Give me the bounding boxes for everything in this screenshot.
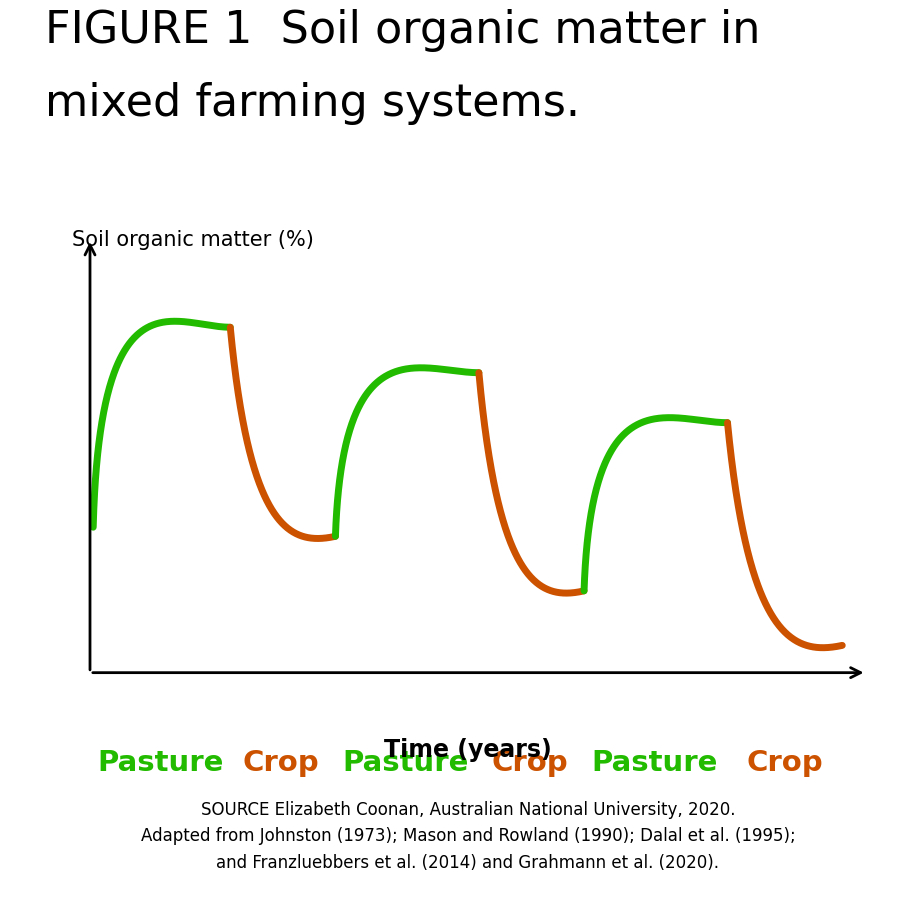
Text: Crop: Crop (747, 749, 824, 776)
Text: Crop: Crop (243, 749, 320, 776)
Text: Soil organic matter (%): Soil organic matter (%) (72, 230, 314, 250)
Text: Pasture: Pasture (97, 749, 223, 776)
Text: mixed farming systems.: mixed farming systems. (45, 82, 580, 125)
Text: FIGURE 1  Soil organic matter in: FIGURE 1 Soil organic matter in (45, 9, 760, 52)
Text: Pasture: Pasture (591, 749, 717, 776)
Text: SOURCE Elizabeth Coonan, Australian National University, 2020.
Adapted from John: SOURCE Elizabeth Coonan, Australian Nati… (140, 801, 796, 872)
Text: Pasture: Pasture (342, 749, 469, 776)
Text: Crop: Crop (491, 749, 568, 776)
Text: Time (years): Time (years) (384, 738, 552, 762)
